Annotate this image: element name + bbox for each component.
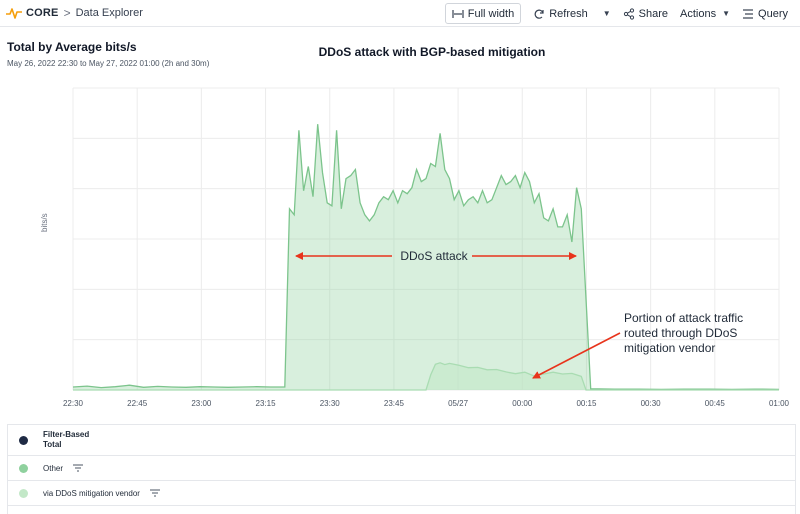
legend-header-row: Filter-Based Total: [8, 425, 795, 456]
full-width-icon: [452, 9, 464, 18]
legend-label-mitigation-vendor: via DDoS mitigation vendor: [43, 488, 140, 498]
legend-header-line1: Filter-Based: [43, 430, 90, 439]
full-width-button[interactable]: Full width: [444, 3, 522, 24]
panel-title: Total by Average bits/s: [7, 40, 137, 54]
series-other-line: [72, 124, 780, 391]
legend-label-other: Other: [43, 463, 64, 473]
chevron-down-icon: ▼: [722, 9, 731, 18]
area-chart[interactable]: 22:30 22:45 23:00 23:15 23:30 23:45 05/27 00:00…: [0, 80, 800, 415]
panel-time-range: May 26, 2022 22:30 to May 27, 2022 01:00…: [7, 59, 210, 68]
legend-total-dot: [19, 435, 28, 445]
vendor-portion-arrow: [532, 332, 621, 379]
x-tick-label: 00:30: [641, 399, 662, 408]
actions-dropdown[interactable]: Actions ▼: [674, 3, 736, 24]
series-mitigation-vendor-line: [73, 362, 779, 391]
refresh-options-dropdown[interactable]: ▼: [594, 3, 617, 24]
brand-home-link[interactable]: CORE: [6, 6, 59, 20]
x-tick-label: 23:15: [256, 399, 277, 408]
annotation-vendor-portion-line: routed through DDoS: [624, 326, 737, 340]
query-label: Query: [758, 7, 788, 20]
actions-label: Actions: [680, 7, 717, 20]
annotation-ddos-attack: DDoS attack: [400, 249, 468, 263]
brand-name: CORE: [26, 7, 59, 19]
x-tick-label: 00:15: [576, 399, 597, 408]
filter-icon[interactable]: [73, 464, 84, 472]
x-tick-label: 22:45: [127, 399, 148, 408]
toolbar: Full width Refresh ▼ Share Actions ▼: [444, 3, 794, 24]
top-bar: CORE > Data Explorer Full width Refresh …: [0, 0, 800, 27]
refresh-button[interactable]: Refresh: [527, 3, 594, 24]
chart-title: DDoS attack with BGP-based mitigation: [318, 45, 546, 59]
legend-row-other[interactable]: Other: [8, 456, 795, 481]
x-tick-label: 01:00: [769, 399, 790, 408]
x-tick-label: 23:30: [320, 399, 341, 408]
legend-header: Filter-Based Total: [43, 430, 103, 450]
x-tick-label: 05/27: [448, 399, 469, 408]
filter-icon[interactable]: [149, 489, 160, 497]
share-button[interactable]: Share: [617, 3, 674, 24]
x-tick-label: 00:00: [512, 399, 533, 408]
legend-header-line2: Total: [43, 440, 62, 449]
x-tick-label: 00:45: [705, 399, 726, 408]
query-list-icon: [743, 8, 754, 19]
pulse-logo-icon: [6, 8, 22, 19]
breadcrumb-separator: >: [63, 6, 71, 20]
x-tick-label: 23:45: [384, 399, 405, 408]
caret-down-icon: ▼: [602, 9, 611, 18]
legend-row-mitigation-vendor[interactable]: via DDoS mitigation vendor: [8, 481, 795, 506]
query-button[interactable]: Query: [736, 3, 794, 24]
refresh-icon: [534, 9, 544, 19]
annotation-vendor-portion-line: mitigation vendor: [624, 341, 715, 355]
x-tick-label: 22:30: [63, 399, 84, 408]
breadcrumb-current-page: Data Explorer: [75, 7, 143, 19]
share-label: Share: [638, 7, 669, 20]
refresh-label: Refresh: [549, 7, 588, 20]
full-width-label: Full width: [467, 7, 515, 20]
legend-dot-mitigation-vendor: [19, 488, 28, 498]
annotation-vendor-portion-line: Portion of attack traffic: [624, 311, 743, 325]
legend-dot-other: [19, 463, 28, 473]
share-icon: [623, 7, 634, 20]
x-tick-label: 23:00: [191, 399, 212, 408]
legend-table: Filter-Based Total Other via DDoS mitiga…: [7, 424, 796, 514]
series-other-area[interactable]: [73, 124, 779, 390]
